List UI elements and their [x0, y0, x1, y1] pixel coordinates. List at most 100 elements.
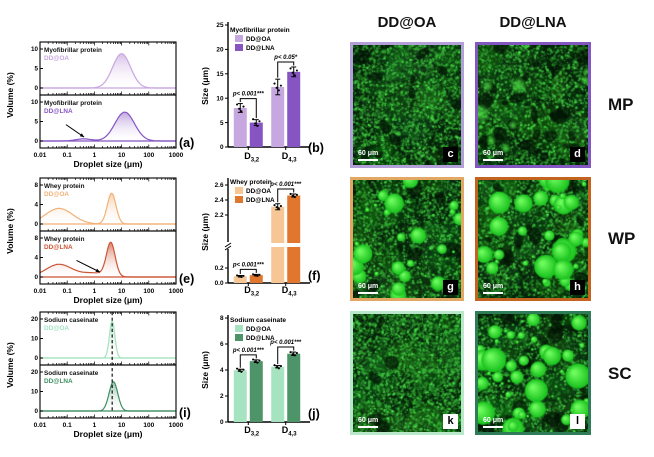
- x-tick-label: 0.01: [34, 152, 47, 159]
- data-point: [293, 74, 296, 77]
- y-tick-label: 4: [220, 367, 224, 374]
- y-tick-label: 0: [34, 85, 38, 92]
- micrograph-l: 60 μm l: [475, 311, 591, 435]
- y-tick-label: 6: [220, 341, 224, 348]
- y-tick-label: 10: [31, 389, 39, 396]
- distribution-curve: [40, 381, 176, 412]
- category-label: D3,2: [244, 285, 260, 298]
- bar-DD@OA-1: [271, 86, 285, 147]
- legend-label: DD@LNA: [246, 45, 275, 52]
- data-point: [258, 273, 261, 276]
- micrograph-d-image: [478, 45, 588, 165]
- data-point: [277, 207, 280, 210]
- data-point: [275, 206, 278, 209]
- data-point: [238, 107, 241, 110]
- scale-bar: 60 μm: [358, 150, 378, 161]
- data-point: [252, 118, 255, 121]
- legend-label: DD@OA: [246, 188, 271, 195]
- data-point: [295, 193, 298, 196]
- distribution-curve: [40, 320, 176, 359]
- data-point: [254, 122, 257, 125]
- data-point: [256, 124, 259, 128]
- x-tick-label: 100: [143, 422, 154, 429]
- y-tick-label: 0: [220, 144, 224, 151]
- subplot-title: Whey protein: [44, 183, 85, 190]
- legend-swatch: [235, 44, 243, 51]
- data-point: [275, 86, 278, 89]
- data-point: [240, 110, 243, 113]
- scale-bar: 60 μm: [358, 283, 378, 294]
- panel-tag: (f): [308, 269, 321, 283]
- category-label: D4,3: [282, 151, 298, 164]
- y-tick-label: 10: [31, 99, 39, 106]
- subplot-title: Myofibrillar protein: [44, 100, 102, 107]
- significance-label: p< 0.05*: [273, 55, 298, 61]
- legend-label: DD@LNA: [246, 335, 275, 342]
- distribution-curve: [40, 53, 176, 89]
- data-point: [277, 367, 280, 370]
- x-tick-label: 0.1: [63, 152, 72, 159]
- y-tick-label: 2.6: [215, 182, 224, 189]
- data-point: [242, 274, 245, 277]
- wp-size-bar-chart: 0.0 0.2 2.2 2.4 2.6 p< 0.001*** p< 0.001*** D3,…: [200, 178, 321, 298]
- distribution-curve: [39, 192, 176, 225]
- data-point: [279, 205, 282, 208]
- y-tick-label: 8: [34, 235, 38, 242]
- y-axis-label: Size (μm): [200, 351, 210, 389]
- y-tick-label: 8: [34, 182, 38, 189]
- bar-DD@LNA-0: [249, 275, 263, 283]
- data-point: [254, 360, 257, 363]
- scale-bar: 60 μm: [483, 283, 503, 294]
- mp-size-bar-chart: 0 5 10 15 20 25 p< 0.001*** p< 0.05* D3,2 D4,3 Myo…: [200, 22, 324, 164]
- distribution-curve: [39, 241, 176, 278]
- x-tick-label: 10: [118, 288, 126, 295]
- data-point: [258, 120, 261, 123]
- legend-swatch: [235, 325, 243, 332]
- y-tick-label: 15: [216, 71, 224, 78]
- y-tick-label: 20: [31, 369, 39, 376]
- y-axis-label: Volume (%): [5, 342, 15, 388]
- data-point: [242, 105, 245, 108]
- data-point: [291, 71, 294, 74]
- subplot-title: Sodium caseinate: [44, 370, 99, 377]
- legend-label: DD@OA: [246, 36, 271, 43]
- micrograph-g-image: [353, 180, 461, 298]
- data-point: [238, 275, 241, 278]
- panel-tag: (e): [179, 272, 194, 286]
- significance-label: p< 0.001***: [269, 340, 302, 346]
- significance-label: p< 0.001***: [232, 262, 265, 268]
- legend-swatch: [235, 187, 243, 194]
- data-point: [275, 366, 278, 369]
- x-tick-label: 100: [143, 152, 154, 159]
- data-point: [236, 274, 239, 277]
- bar-DD@LNA-1: [287, 195, 301, 283]
- subplot-series-label: DD@OA: [44, 325, 69, 332]
- annotation-arrow: [76, 259, 101, 273]
- subplot-series-label: DD@LNA: [44, 244, 73, 251]
- x-tick-label: 1: [93, 422, 97, 429]
- micrograph-column-header-lna: DD@LNA: [499, 14, 567, 31]
- legend-title: Whey protein: [230, 179, 272, 186]
- y-tick-label: 0: [34, 221, 38, 228]
- distribution-curve-fill: [40, 242, 176, 277]
- micrograph-c: 60 μm c: [350, 42, 464, 168]
- panel-tag: (a): [179, 136, 194, 150]
- data-point: [238, 369, 241, 372]
- y-tick-label: 25: [216, 22, 224, 29]
- bar-DD@OA-1: [271, 366, 285, 422]
- y-tick-label: 8: [220, 315, 224, 322]
- data-point: [279, 84, 282, 87]
- y-tick-label: 2.4: [215, 197, 224, 204]
- category-label: D4,3: [282, 285, 298, 298]
- data-point: [293, 196, 296, 199]
- arrow-head: [95, 268, 100, 273]
- data-point: [289, 192, 292, 195]
- y-tick-label: 4: [34, 202, 38, 209]
- legend-title: Myofibrillar protein: [230, 27, 290, 34]
- y-axis-label: Volume (%): [5, 72, 15, 118]
- data-point: [258, 359, 261, 362]
- scale-bar: 60 μm: [483, 417, 503, 428]
